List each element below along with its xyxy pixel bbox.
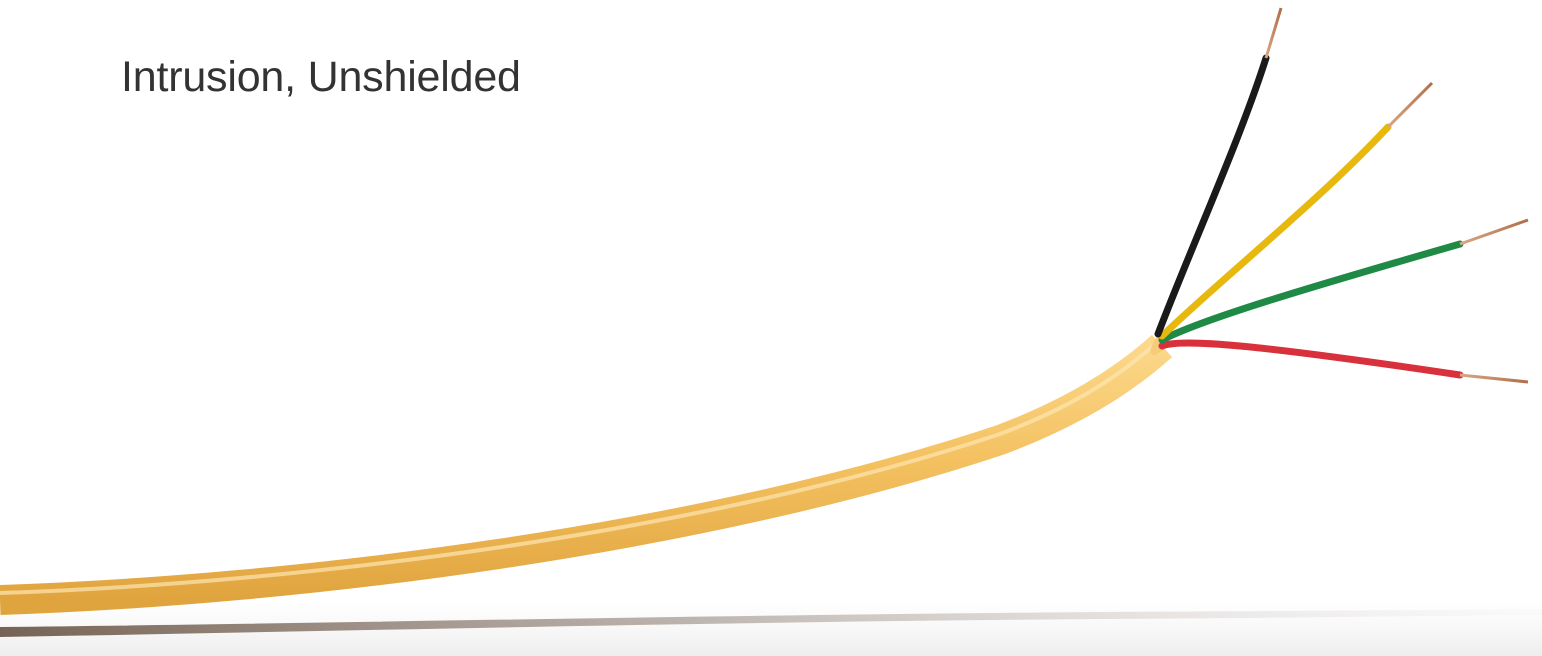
green-conductor [1158, 240, 1464, 344]
red-conductor [1158, 339, 1464, 379]
yellow-conductor [1158, 123, 1392, 340]
black-conductor [1154, 54, 1270, 338]
product-title: Intrusion, Unshielded [121, 52, 521, 101]
cable-jacket [0, 334, 1173, 615]
